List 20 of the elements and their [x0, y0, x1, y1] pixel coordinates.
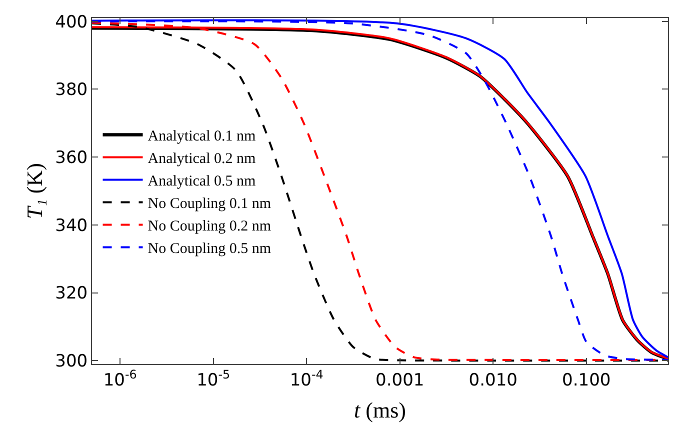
legend-label: No Coupling 0.5 nm [148, 241, 272, 258]
x-axis-title: t (ms) [354, 397, 406, 422]
legend-label: No Coupling 0.2 nm [148, 218, 272, 235]
y-tick-label: 400 [55, 12, 88, 32]
y-tick-label: 340 [55, 216, 88, 236]
legend-label: No Coupling 0.1 nm [148, 196, 272, 212]
y-tick-label: 320 [55, 284, 88, 304]
y-tick-label: 360 [55, 148, 88, 168]
x-tick-label: 10$^{-6}$ [103, 367, 137, 390]
legend-label: Analytical 0.1 nm [148, 128, 256, 145]
x-tick-label: 0.100 [562, 370, 611, 390]
x-tick-label: 10$^{-4}$ [290, 367, 324, 390]
x-tick-label: 0.001 [376, 370, 424, 390]
x-tick-label: 10$^{-5}$ [196, 367, 230, 390]
y-axis-title: T₁ (K) [22, 163, 47, 219]
legend-label: Analytical 0.5 nm [148, 174, 256, 190]
y-tick-label: 300 [55, 352, 88, 372]
x-tick-label: 0.010 [468, 370, 518, 390]
y-tick-label: 380 [55, 80, 88, 100]
legend-label: Analytical 0.2 nm [148, 151, 256, 168]
